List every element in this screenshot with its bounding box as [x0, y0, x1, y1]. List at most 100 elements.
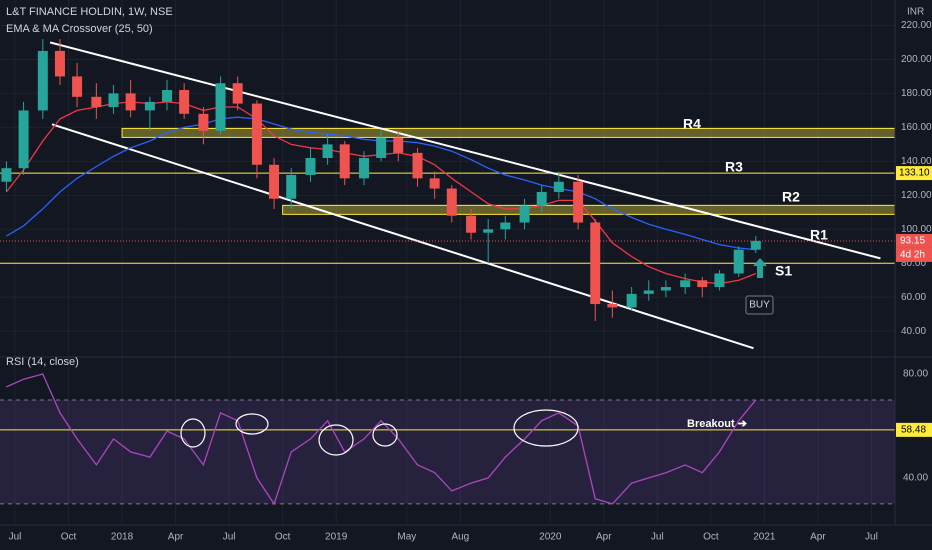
countdown-label: 4d 2h: [900, 250, 925, 261]
channel-label: R1: [810, 227, 828, 243]
annotation-circles: [180, 409, 579, 456]
y-tick-label: 60.00: [901, 292, 926, 303]
countdown-tag: [896, 247, 932, 262]
buy-box: [745, 295, 774, 315]
candle-body: [446, 188, 457, 216]
candle-body: [733, 249, 744, 274]
candle-body: [500, 222, 511, 230]
channel-line: [49, 41, 881, 260]
candle-body: [750, 240, 761, 250]
circle: [180, 418, 206, 448]
candle-body: [466, 215, 477, 233]
candle-body: [108, 93, 119, 108]
candle-body: [412, 152, 423, 179]
candle-body: [91, 96, 102, 108]
candle-body: [429, 178, 440, 189]
candle-body: [162, 90, 173, 102]
price-tag-label: 133.10: [899, 168, 930, 179]
y-tick-label: 220.00: [901, 20, 932, 31]
x-tick-label: Jul: [9, 532, 22, 543]
candle-body: [198, 113, 209, 131]
x-tick-label: Jul: [865, 532, 878, 543]
rsi-tag-label: 58.48: [901, 425, 926, 436]
x-tick-label: Jul: [651, 532, 664, 543]
candle-body: [72, 76, 83, 97]
candle-body: [536, 191, 547, 206]
x-tick-label: 2018: [111, 532, 134, 543]
y-tick-label: 40.00: [901, 326, 926, 337]
buy-label: BUY: [749, 300, 770, 311]
candle-body: [483, 229, 494, 233]
price-tag: [896, 233, 932, 248]
candle-body: [393, 137, 404, 153]
candle-body: [553, 181, 564, 192]
price-tag: [896, 166, 932, 181]
candle-body: [322, 144, 333, 158]
y-tick-label: 140.00: [901, 156, 932, 167]
last-price-label: 93.15: [900, 236, 925, 247]
x-tick-label: Aug: [451, 532, 469, 543]
candle-body: [37, 50, 48, 111]
candle-body: [358, 157, 369, 179]
x-tick-label: 2021: [753, 532, 776, 543]
candle-body: [251, 103, 262, 165]
buy-arrow: [753, 258, 767, 278]
candle-body: [54, 50, 65, 77]
x-tick-label: 2019: [325, 532, 348, 543]
y-tick-label: 80.00: [903, 369, 928, 380]
candle-body: [18, 110, 29, 169]
candle-body: [286, 174, 297, 199]
candle-body: [179, 90, 190, 114]
x-tick-label: Oct: [61, 532, 77, 543]
x-tick-label: Oct: [275, 532, 291, 543]
candle-body: [714, 273, 725, 288]
rsi-band: [0, 399, 895, 504]
zone: [121, 127, 896, 138]
chart-title: L&T FINANCE HOLDIN, 1W, NSE: [6, 6, 173, 18]
circle: [513, 409, 579, 447]
rsi-tag: [896, 422, 932, 437]
y-tick-label: 160.00: [901, 122, 932, 133]
zone-label: R2: [782, 189, 800, 205]
zone-label: R4: [683, 116, 701, 132]
x-tick-label: Apr: [596, 532, 612, 543]
candle-body: [232, 83, 243, 104]
y-tick-label: 120.00: [901, 190, 932, 201]
candle-body: [215, 83, 226, 131]
candle-body: [125, 93, 136, 111]
circle: [318, 424, 354, 456]
candle-body: [573, 181, 584, 223]
chart-subtitle: EMA & MA Crossover (25, 50): [6, 23, 153, 35]
currency: INR: [907, 7, 924, 18]
candle-body: [144, 101, 155, 111]
y-tick-label: 80.00: [901, 258, 926, 269]
candle-body: [607, 304, 618, 308]
candle-body: [339, 144, 350, 179]
candle-body: [1, 168, 12, 182]
candle-body: [519, 205, 530, 223]
candle-body: [590, 222, 601, 305]
x-tick-label: May: [397, 532, 416, 543]
circle: [372, 423, 398, 447]
level-label: S1: [775, 263, 792, 279]
y-tick-label: 100.00: [901, 224, 932, 235]
x-tick-label: 2020: [539, 532, 562, 543]
circle: [235, 413, 269, 435]
x-tick-label: Apr: [810, 532, 826, 543]
candle-body: [626, 293, 637, 308]
rsi-line: [6, 373, 757, 506]
y-tick-label: 40.00: [903, 473, 928, 484]
level-label: R3: [725, 159, 743, 175]
channel-line: [51, 123, 754, 350]
rsi-title: RSI (14, close): [6, 356, 79, 368]
y-tick-label: 200.00: [901, 54, 932, 65]
x-tick-label: Apr: [168, 532, 184, 543]
x-tick-label: Jul: [223, 532, 236, 543]
candle-body: [697, 280, 708, 288]
x-tick-label: Oct: [703, 532, 719, 543]
candle-body: [643, 290, 654, 294]
candle-body: [305, 157, 316, 175]
candle-body: [376, 137, 387, 158]
